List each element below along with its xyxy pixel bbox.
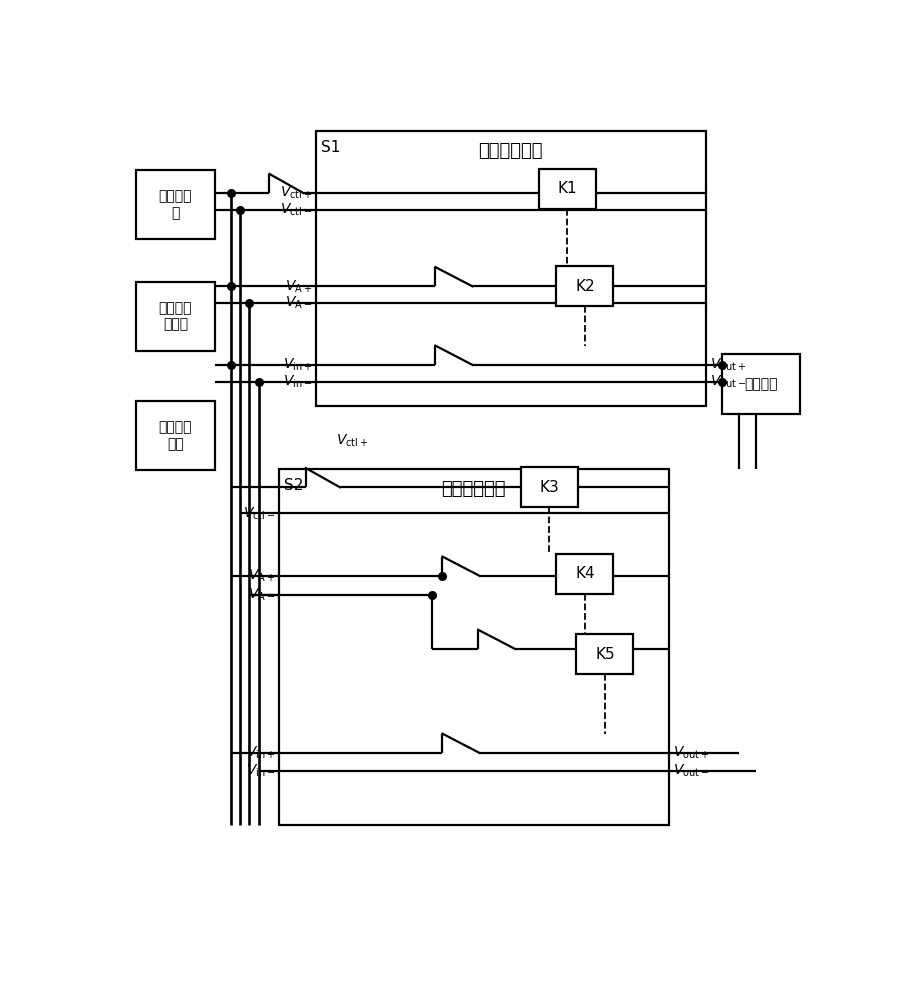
- Text: $V_{\mathrm{out+}}$: $V_{\mathrm{out+}}$: [673, 745, 709, 761]
- Text: 脉冲触发
器: 脉冲触发 器: [159, 190, 192, 220]
- Text: $V_{\mathrm{ctl+}}$: $V_{\mathrm{ctl+}}$: [280, 185, 312, 201]
- Text: 第二延时电路: 第二延时电路: [442, 480, 506, 498]
- Bar: [539, 169, 596, 209]
- Bar: [521, 467, 578, 507]
- Text: $V_{\mathrm{in+}}$: $V_{\mathrm{in+}}$: [246, 745, 275, 761]
- Bar: [576, 634, 633, 674]
- Text: S2: S2: [284, 478, 304, 493]
- Text: $V_{\mathrm{out-}}$: $V_{\mathrm{out-}}$: [673, 762, 709, 779]
- Text: $V_{\mathrm{in+}}$: $V_{\mathrm{in+}}$: [283, 357, 312, 373]
- Bar: [278, 469, 669, 825]
- Text: K3: K3: [539, 480, 559, 495]
- Text: $V_{\mathrm{A-}}$: $V_{\mathrm{A-}}$: [248, 587, 275, 603]
- Bar: [721, 354, 800, 414]
- Bar: [136, 282, 215, 351]
- Text: $V_{\mathrm{out-}}$: $V_{\mathrm{out-}}$: [709, 374, 746, 390]
- Text: K2: K2: [575, 279, 595, 294]
- Bar: [136, 170, 215, 239]
- Bar: [557, 266, 614, 306]
- Text: K1: K1: [557, 181, 577, 196]
- Text: $V_{\mathrm{ctl+}}$: $V_{\mathrm{ctl+}}$: [335, 433, 368, 449]
- Text: 继电器供
电电源: 继电器供 电电源: [159, 301, 192, 331]
- Bar: [136, 401, 215, 470]
- Bar: [316, 131, 706, 406]
- Text: $V_{\mathrm{ctl-}}$: $V_{\mathrm{ctl-}}$: [279, 202, 312, 218]
- Text: K4: K4: [575, 566, 595, 581]
- Text: $V_{\mathrm{A+}}$: $V_{\mathrm{A+}}$: [285, 278, 312, 295]
- Text: $V_{\mathrm{out+}}$: $V_{\mathrm{out+}}$: [709, 357, 746, 373]
- Text: 第一延时电路: 第一延时电路: [479, 142, 543, 160]
- Text: $V_{\mathrm{A-}}$: $V_{\mathrm{A-}}$: [285, 295, 312, 311]
- Text: $V_{\mathrm{A+}}$: $V_{\mathrm{A+}}$: [248, 568, 275, 584]
- Bar: [557, 554, 614, 594]
- Text: 被控电路: 被控电路: [744, 377, 777, 391]
- Text: $V_{\mathrm{in-}}$: $V_{\mathrm{in-}}$: [283, 374, 312, 390]
- Text: S1: S1: [322, 140, 341, 155]
- Text: 直流供电
电源: 直流供电 电源: [159, 421, 192, 451]
- Text: $V_{\mathrm{ctl-}}$: $V_{\mathrm{ctl-}}$: [243, 505, 275, 522]
- Text: $V_{\mathrm{in-}}$: $V_{\mathrm{in-}}$: [245, 762, 275, 779]
- Text: K5: K5: [596, 647, 615, 662]
